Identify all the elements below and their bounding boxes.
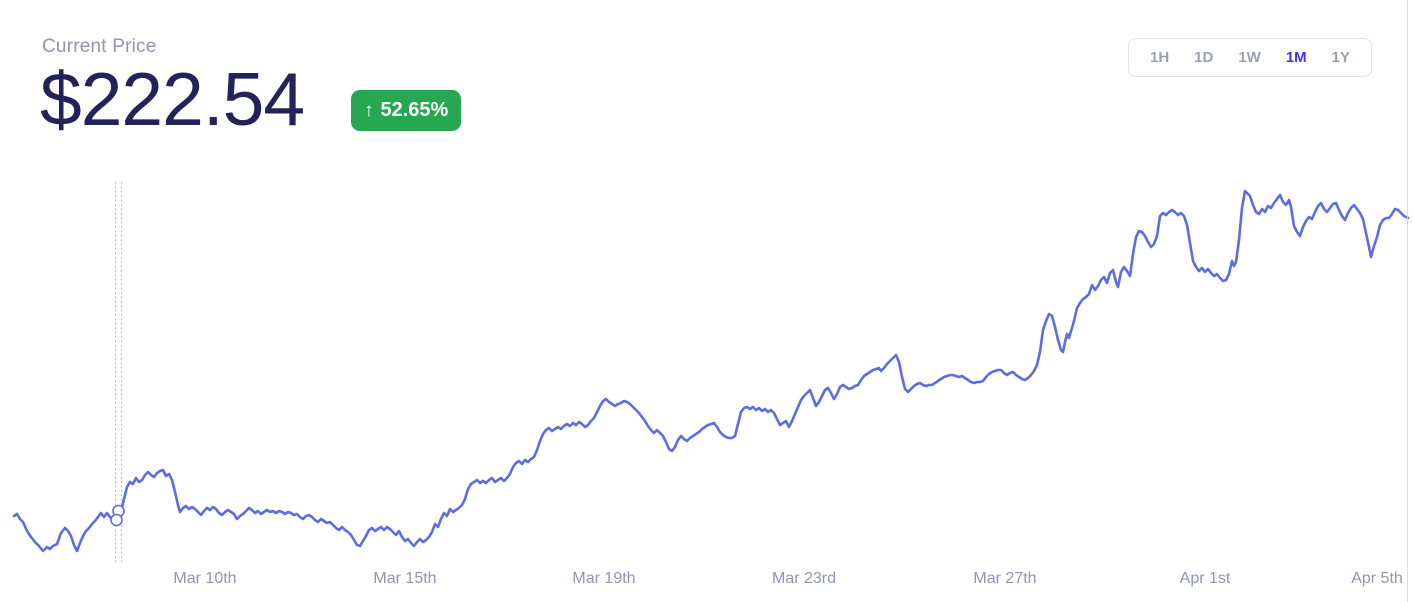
timeframe-1w[interactable]: 1W — [1234, 47, 1265, 68]
price-line — [12, 189, 1410, 553]
timeframe-1m[interactable]: 1M — [1282, 47, 1311, 68]
timeframe-selector: 1H 1D 1W 1M 1Y — [1128, 38, 1372, 77]
timeframe-1d[interactable]: 1D — [1190, 47, 1217, 68]
price-change-badge: ↑ 52.65% — [351, 90, 462, 131]
panel-right-border — [1407, 0, 1408, 602]
hover-marker-2[interactable] — [110, 513, 123, 527]
price-change-percent: 52.65% — [380, 99, 449, 121]
timeframe-1h[interactable]: 1H — [1146, 47, 1173, 68]
current-price-label: Current Price — [42, 36, 157, 57]
arrow-up-icon: ↑ — [364, 100, 374, 121]
timeframe-1y[interactable]: 1Y — [1328, 47, 1354, 68]
current-price-value: $222.54 — [40, 57, 305, 141]
